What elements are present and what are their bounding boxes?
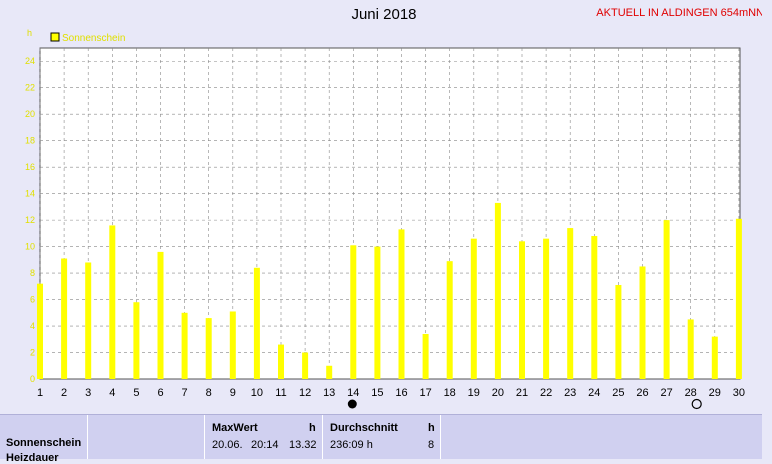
max-value: 13.32 bbox=[289, 439, 317, 451]
y-tick-label: 18 bbox=[25, 136, 35, 146]
bar bbox=[711, 336, 718, 379]
y-tick-label: 22 bbox=[25, 83, 35, 93]
x-tick-label: 8 bbox=[206, 387, 212, 399]
bar bbox=[229, 311, 236, 379]
y-tick-label: 16 bbox=[25, 162, 35, 172]
avg-unit: h bbox=[428, 422, 435, 434]
x-tick-label: 30 bbox=[733, 387, 745, 399]
bar bbox=[591, 236, 598, 379]
x-tick-label: 12 bbox=[299, 387, 311, 399]
bar bbox=[374, 246, 381, 379]
bar bbox=[205, 318, 212, 379]
bar bbox=[278, 344, 284, 379]
max-time: 20:14 bbox=[251, 439, 279, 451]
avg-value: 8 bbox=[428, 439, 435, 451]
bar bbox=[61, 258, 68, 379]
bar bbox=[109, 225, 116, 379]
y-tick-label: 4 bbox=[30, 321, 35, 331]
avg-cell: Durchschnitt h 236:09 h 8 bbox=[323, 415, 441, 459]
bar bbox=[519, 241, 525, 379]
x-tick-label: 2 bbox=[61, 387, 67, 399]
x-tick-label: 29 bbox=[709, 387, 721, 399]
x-tick-label: 28 bbox=[685, 387, 697, 399]
avg-header: Durchschnitt bbox=[330, 422, 398, 434]
y-tick-label: 6 bbox=[30, 295, 35, 305]
row-label-next: Heizdauer bbox=[6, 452, 59, 464]
x-tick-label: 10 bbox=[251, 387, 263, 399]
summary-table: Sonnenschein Heizdauer MaxWert h 20.06. … bbox=[0, 414, 762, 464]
bar bbox=[253, 267, 260, 379]
bar bbox=[157, 251, 164, 379]
empty-cell bbox=[88, 415, 205, 459]
max-date: 20.06. bbox=[212, 439, 243, 451]
location-label: AKTUELL IN ALDINGEN 654mNN bbox=[596, 7, 764, 19]
bar bbox=[446, 261, 453, 379]
bar bbox=[133, 302, 140, 379]
y-tick-label: 0 bbox=[30, 374, 35, 384]
max-header: MaxWert bbox=[212, 422, 258, 434]
x-tick-label: 16 bbox=[395, 387, 407, 399]
y-axis-label: h bbox=[27, 28, 32, 38]
x-tick-label: 9 bbox=[230, 387, 236, 399]
x-tick-label: 6 bbox=[157, 387, 163, 399]
bar bbox=[326, 365, 333, 379]
bar bbox=[181, 312, 188, 379]
bar bbox=[687, 319, 694, 379]
y-tick-label: 8 bbox=[30, 268, 35, 278]
full-moon-icon bbox=[691, 398, 702, 410]
bar bbox=[470, 238, 477, 379]
max-unit: h bbox=[309, 422, 316, 434]
row-label: Sonnenschein bbox=[6, 437, 82, 449]
right-panel bbox=[762, 0, 772, 458]
x-tick-label: 18 bbox=[444, 387, 456, 399]
y-tick-label: 20 bbox=[25, 109, 35, 119]
x-tick-label: 24 bbox=[588, 387, 600, 399]
new-moon-icon bbox=[347, 399, 357, 409]
bar bbox=[639, 266, 646, 379]
x-tick-label: 27 bbox=[660, 387, 672, 399]
x-tick-label: 23 bbox=[564, 387, 576, 399]
x-tick-label: 13 bbox=[323, 387, 335, 399]
y-tick-label: 14 bbox=[25, 189, 35, 199]
x-tick-label: 3 bbox=[85, 387, 91, 399]
x-tick-label: 5 bbox=[133, 387, 139, 399]
x-tick-label: 7 bbox=[182, 387, 188, 399]
legend-swatch bbox=[50, 32, 60, 42]
bar bbox=[663, 220, 670, 379]
max-cell: MaxWert h 20.06. 20:14 13.32 bbox=[205, 415, 323, 459]
y-tick-label: 12 bbox=[25, 215, 35, 225]
y-tick-label: 10 bbox=[25, 242, 35, 252]
avg-total: 236:09 h bbox=[330, 439, 373, 451]
y-tick-label: 2 bbox=[30, 348, 35, 358]
x-tick-label: 19 bbox=[468, 387, 480, 399]
bar bbox=[543, 238, 550, 379]
bar bbox=[85, 262, 92, 379]
plot-area bbox=[39, 47, 741, 380]
x-tick-label: 17 bbox=[419, 387, 431, 399]
bar bbox=[422, 333, 429, 379]
bar bbox=[615, 284, 622, 379]
x-tick-label: 11 bbox=[275, 387, 286, 399]
bar bbox=[398, 229, 405, 379]
bar bbox=[567, 228, 574, 379]
x-tick-label: 20 bbox=[492, 387, 504, 399]
x-tick-label: 14 bbox=[347, 387, 359, 399]
x-tick-label: 25 bbox=[612, 387, 624, 399]
row-label-cell: Sonnenschein Heizdauer bbox=[0, 415, 88, 464]
bar bbox=[37, 283, 43, 379]
x-tick-label: 15 bbox=[371, 387, 383, 399]
x-tick-label: 1 bbox=[37, 387, 43, 399]
chart-title: Juni 2018 bbox=[351, 6, 417, 23]
x-tick-label: 4 bbox=[109, 387, 115, 399]
legend-label: Sonnenschein bbox=[62, 33, 125, 44]
x-tick-label: 22 bbox=[540, 387, 552, 399]
bar bbox=[735, 218, 742, 379]
x-tick-label: 26 bbox=[636, 387, 648, 399]
bar bbox=[494, 202, 501, 379]
y-tick-label: 24 bbox=[25, 56, 35, 66]
bar bbox=[302, 352, 309, 379]
bar bbox=[350, 245, 357, 379]
x-tick-label: 21 bbox=[516, 387, 528, 399]
